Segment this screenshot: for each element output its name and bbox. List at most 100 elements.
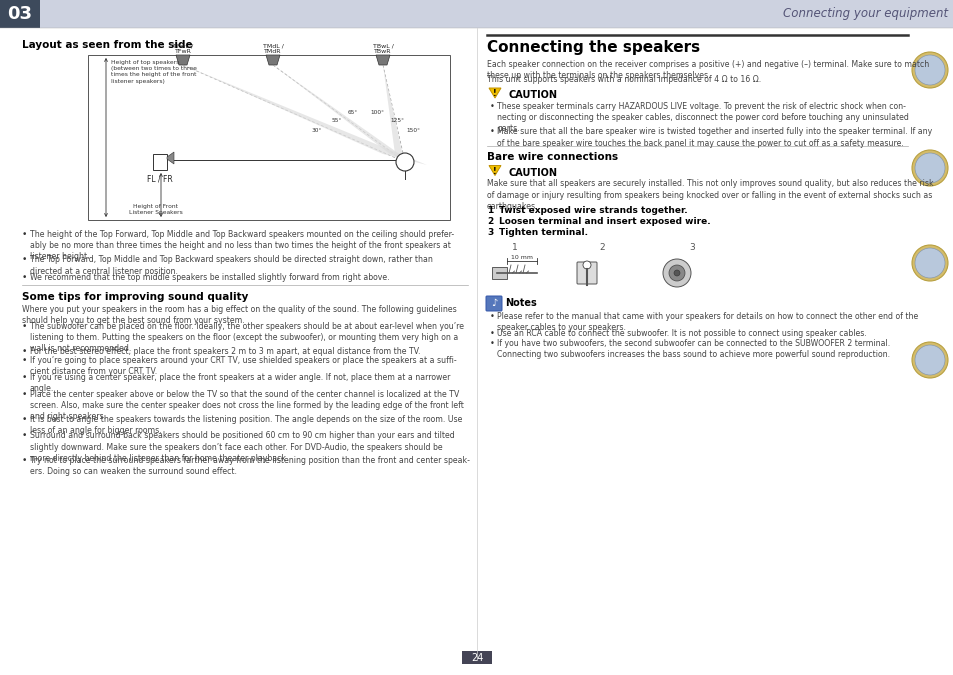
Text: The height of the Top Forward, Top Middle and Top Backward speakers mounted on t: The height of the Top Forward, Top Middl… — [30, 230, 454, 261]
Text: •: • — [490, 102, 495, 111]
Polygon shape — [382, 65, 405, 165]
Text: If you’re going to place speakers around your CRT TV, use shielded speakers or p: If you’re going to place speakers around… — [30, 356, 456, 376]
Text: •: • — [22, 356, 28, 365]
FancyBboxPatch shape — [0, 0, 40, 28]
Text: For the best stereo effect, place the front speakers 2 m to 3 m apart, at equal : For the best stereo effect, place the fr… — [30, 346, 420, 356]
Polygon shape — [167, 152, 173, 164]
Circle shape — [911, 245, 947, 281]
Text: •: • — [22, 390, 28, 399]
Text: 03: 03 — [8, 5, 32, 23]
Text: Twist exposed wire strands together.: Twist exposed wire strands together. — [498, 206, 687, 215]
Circle shape — [668, 265, 684, 281]
Text: •: • — [490, 128, 495, 136]
Text: Some tips for improving sound quality: Some tips for improving sound quality — [22, 292, 248, 302]
Circle shape — [582, 261, 590, 269]
Text: •: • — [22, 431, 28, 441]
Circle shape — [911, 52, 947, 88]
Circle shape — [911, 150, 947, 186]
Text: 3: 3 — [486, 228, 493, 237]
Text: The subwoofer can be placed on the floor. Ideally, the other speakers should be : The subwoofer can be placed on the floor… — [30, 322, 463, 353]
Text: The Top Forward, Top Middle and Top Backward speakers should be directed straigh: The Top Forward, Top Middle and Top Back… — [30, 256, 433, 275]
FancyBboxPatch shape — [88, 55, 450, 220]
Circle shape — [673, 270, 679, 276]
Text: CAUTION: CAUTION — [509, 90, 558, 100]
Circle shape — [914, 55, 944, 85]
Polygon shape — [489, 88, 500, 98]
Text: We recommend that the top middle speakers be installed slightly forward from rig: We recommend that the top middle speaker… — [30, 273, 389, 283]
Text: Place the center speaker above or below the TV so that the sound of the center c: Place the center speaker above or below … — [30, 390, 463, 421]
Text: Make sure that all the bare speaker wire is twisted together and inserted fully : Make sure that all the bare speaker wire… — [497, 128, 931, 148]
Polygon shape — [266, 55, 280, 65]
Text: •: • — [22, 256, 28, 265]
Text: Loosen terminal and insert exposed wire.: Loosen terminal and insert exposed wire. — [498, 217, 710, 226]
Polygon shape — [375, 55, 390, 65]
Circle shape — [914, 153, 944, 183]
Circle shape — [395, 153, 414, 171]
Text: 2: 2 — [598, 243, 604, 252]
Text: 30°: 30° — [312, 128, 322, 132]
Polygon shape — [175, 55, 190, 65]
Text: TBwL /
TBwR: TBwL / TBwR — [373, 43, 393, 54]
Text: 1: 1 — [486, 206, 493, 215]
Text: TMdL /
TMdR: TMdL / TMdR — [262, 43, 283, 54]
Text: •: • — [22, 456, 28, 465]
Text: Try not to place the surround speakers farther away from the listening position : Try not to place the surround speakers f… — [30, 456, 470, 476]
Text: •: • — [490, 338, 495, 348]
FancyBboxPatch shape — [152, 154, 167, 170]
Text: These speaker terminals carry HAZARDOUS LIVE voltage. To prevent the risk of ele: These speaker terminals carry HAZARDOUS … — [497, 102, 908, 133]
Text: 2: 2 — [486, 217, 493, 226]
Text: Connecting your equipment: Connecting your equipment — [782, 7, 947, 20]
Text: 125°: 125° — [390, 117, 404, 122]
Text: This unit supports speakers with a nominal impedance of 4 Ω to 16 Ω.: This unit supports speakers with a nomin… — [486, 75, 760, 84]
Text: If you have two subwoofers, the second subwoofer can be connected to the SUBWOOF: If you have two subwoofers, the second s… — [497, 338, 889, 358]
Text: Where you put your speakers in the room has a big effect on the quality of the s: Where you put your speakers in the room … — [22, 305, 456, 325]
Text: Bare wire connections: Bare wire connections — [486, 151, 618, 161]
Text: Tighten terminal.: Tighten terminal. — [498, 228, 587, 237]
Polygon shape — [273, 65, 415, 165]
Text: •: • — [22, 373, 28, 382]
Text: •: • — [490, 312, 495, 321]
Text: TFwL /
TFwR: TFwL / TFwR — [172, 43, 193, 54]
Text: •: • — [22, 322, 28, 331]
Text: Make sure that all speakers are securely installed. This not only improves sound: Make sure that all speakers are securely… — [486, 180, 933, 211]
FancyBboxPatch shape — [492, 267, 506, 279]
Text: •: • — [490, 329, 495, 338]
FancyBboxPatch shape — [577, 262, 597, 284]
Text: 55°: 55° — [332, 117, 342, 122]
Text: ♪: ♪ — [491, 298, 497, 308]
Polygon shape — [183, 65, 427, 165]
Text: 1: 1 — [512, 243, 517, 252]
Text: CAUTION: CAUTION — [509, 167, 558, 178]
Circle shape — [914, 345, 944, 375]
Text: Please refer to the manual that came with your speakers for details on how to co: Please refer to the manual that came wit… — [497, 312, 918, 332]
Text: •: • — [22, 230, 28, 239]
Text: •: • — [22, 346, 28, 356]
Text: !: ! — [493, 167, 497, 176]
Text: Surround and surround back speakers should be positioned 60 cm to 90 cm higher t: Surround and surround back speakers shou… — [30, 431, 455, 462]
Text: •: • — [22, 273, 28, 283]
Polygon shape — [489, 165, 500, 176]
FancyBboxPatch shape — [461, 651, 492, 664]
Text: 10 mm: 10 mm — [511, 255, 533, 260]
Text: Layout as seen from the side: Layout as seen from the side — [22, 40, 193, 50]
Text: •: • — [22, 414, 28, 423]
Text: Notes: Notes — [504, 298, 537, 308]
Text: 24: 24 — [471, 653, 482, 663]
Text: 65°: 65° — [348, 109, 357, 115]
Text: 100°: 100° — [370, 109, 384, 115]
Text: Connecting the speakers: Connecting the speakers — [486, 40, 700, 55]
Text: 150°: 150° — [406, 128, 419, 132]
Circle shape — [911, 342, 947, 378]
FancyBboxPatch shape — [0, 0, 953, 28]
Circle shape — [662, 259, 690, 287]
Text: !: ! — [493, 89, 497, 98]
Text: If you’re using a center speaker, place the front speakers at a wider angle. If : If you’re using a center speaker, place … — [30, 373, 450, 393]
Text: Use an RCA cable to connect the subwoofer. It is not possible to connect using s: Use an RCA cable to connect the subwoofe… — [497, 329, 866, 338]
Text: Each speaker connection on the receiver comprises a positive (+) and negative (–: Each speaker connection on the receiver … — [486, 60, 928, 80]
Text: Height of Front
Listener Speakers: Height of Front Listener Speakers — [129, 205, 183, 215]
Text: FL / FR: FL / FR — [147, 174, 172, 183]
Text: 3: 3 — [688, 243, 694, 252]
Text: Height of top speakers
(between two times to three
times the height of the front: Height of top speakers (between two time… — [111, 60, 196, 84]
Circle shape — [914, 248, 944, 278]
Text: It is best to angle the speakers towards the listening position. The angle depen: It is best to angle the speakers towards… — [30, 414, 462, 435]
